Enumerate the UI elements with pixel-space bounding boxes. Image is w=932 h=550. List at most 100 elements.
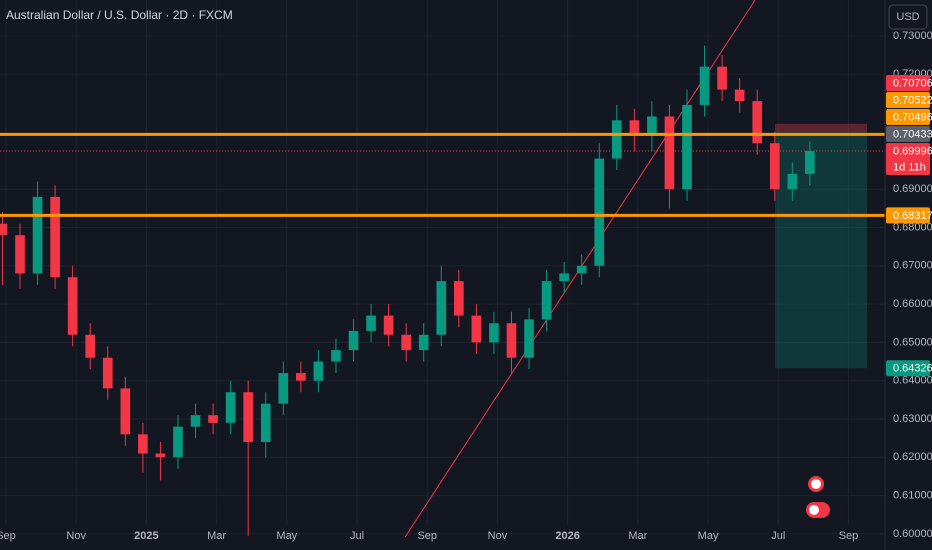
candle-body (769, 143, 780, 190)
candle-body (0, 223, 8, 236)
candle-body (418, 334, 429, 351)
candle-body (436, 281, 447, 335)
x-tick-label: Jul (771, 530, 785, 542)
x-tick-label: Nov (488, 530, 508, 542)
candle-body (559, 273, 569, 282)
candle-body (50, 196, 60, 278)
x-tick-label: Mar (207, 530, 226, 542)
candle-body (629, 120, 640, 136)
candle-body (85, 334, 96, 358)
candle-body (752, 101, 763, 144)
candle-body (208, 415, 218, 423)
x-tick-label: 2026 (555, 530, 579, 542)
y-tick-label: 0.68000 (893, 221, 932, 233)
y-tick-label: 0.63000 (893, 413, 932, 425)
candle-body (787, 173, 798, 190)
candle-body (664, 116, 675, 190)
candle-body (348, 330, 359, 351)
candle-body (32, 196, 43, 274)
candle-body (647, 116, 657, 136)
x-tick-label: Jul (350, 530, 364, 542)
candle-body (243, 392, 254, 442)
candle-body (682, 104, 692, 190)
candle-body (541, 281, 552, 320)
price-tag (886, 143, 930, 176)
event-icon[interactable] (806, 502, 830, 518)
price-tag-label: 0.69996 (893, 145, 932, 157)
y-tick-label: 0.64000 (893, 375, 932, 387)
candle-body (805, 151, 815, 174)
price-tag (886, 92, 930, 109)
event-icon[interactable] (808, 476, 824, 492)
candle-body (225, 392, 236, 423)
price-tag-label: 0.64326 (893, 363, 932, 375)
x-tick-label: 2025 (134, 530, 158, 542)
y-tick-label: 0.66000 (893, 298, 932, 310)
price-tag-label: 0.68317 (893, 210, 932, 222)
x-tick-label: Nov (66, 530, 86, 542)
candle-body (506, 323, 517, 358)
chart-title: Australian Dollar / U.S. Dollar · 2D · F… (6, 8, 233, 22)
y-tick-label: 0.67000 (893, 260, 932, 272)
candle-body (699, 66, 710, 105)
candle-body (67, 277, 78, 335)
target-zone (775, 131, 867, 369)
y-tick-label: 0.69000 (893, 183, 932, 195)
candle-body (313, 361, 324, 381)
price-tag-label: 0.70706 (893, 77, 932, 89)
price-tag (886, 207, 930, 224)
y-tick-label: 0.62000 (893, 451, 932, 463)
price-tag (886, 126, 930, 143)
plot-area (0, 0, 885, 538)
stop-zone (775, 123, 867, 132)
price-tag (886, 75, 930, 92)
x-tick-label: May (276, 530, 297, 542)
price-tags: 0.70706 0.70522 0.70496 0.70433 0.69996 1d 11… (886, 75, 932, 377)
price-tag-label: 0.70522 (893, 94, 932, 106)
candle-body (524, 319, 534, 358)
y-tick-label: 0.65000 (893, 336, 932, 348)
currency-label[interactable]: USD (896, 11, 919, 23)
candle-body (611, 120, 622, 159)
candle-body (15, 235, 25, 274)
candle-body (190, 415, 201, 427)
time-axis: Sep Nov 2025 Mar May Jul Sep Nov 2026 Mar May Jul Se… (0, 530, 858, 542)
candle-body (260, 403, 271, 442)
candle-body (173, 426, 183, 458)
candle-body (453, 281, 464, 316)
candle-body (489, 323, 499, 343)
candle-body (734, 89, 745, 102)
candle-body (366, 315, 376, 331)
x-tick-label: Sep (0, 530, 16, 542)
candle-body (278, 373, 289, 404)
currency-button[interactable] (888, 4, 928, 30)
x-tick-label: Sep (417, 530, 437, 542)
candle-body (576, 265, 587, 274)
y-tick-label: 0.73000 (893, 30, 932, 42)
y-tick-label: 0.60000 (893, 528, 932, 540)
price-tag-label: 0.70496 (893, 111, 932, 123)
price-tag (886, 109, 930, 126)
candle-body (120, 388, 131, 435)
price-tag-label: 0.70433 (893, 128, 932, 140)
candle-body (138, 434, 148, 454)
candle-body (717, 66, 727, 90)
y-tick-label: 0.61000 (893, 490, 932, 502)
x-tick-label: Sep (839, 530, 859, 542)
x-tick-label: Mar (628, 530, 647, 542)
x-tick-label: May (698, 530, 719, 542)
price-tag (886, 360, 930, 377)
grid (0, 0, 885, 535)
candle-body (383, 315, 394, 335)
price-axis: 0.730000.720000.690000.680000.670000.660… (893, 30, 932, 540)
candle-body (594, 158, 605, 266)
candle-body (401, 334, 411, 351)
candle-body (102, 357, 113, 389)
candle-body (155, 453, 166, 458)
candle-body (296, 373, 306, 381)
countdown-label: 1d 11h (893, 161, 926, 173)
candle-body (331, 350, 341, 362)
